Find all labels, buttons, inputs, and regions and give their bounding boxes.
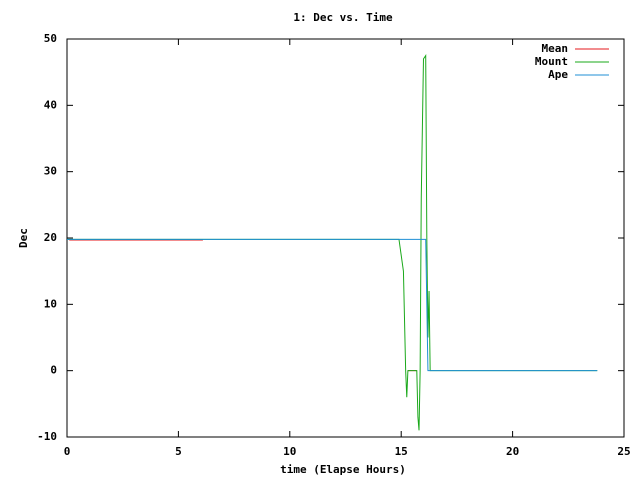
x-tick-label: 5 (175, 445, 182, 458)
x-tick-label: 10 (283, 445, 296, 458)
y-tick-label: -10 (37, 430, 57, 443)
plot-frame (66, 38, 625, 438)
y-tick-label: 50 (44, 32, 57, 45)
legend-label: Ape (548, 68, 568, 81)
y-tick-label: 0 (50, 364, 57, 377)
legend-label: Mean (542, 42, 569, 55)
y-axis-label: Dec (17, 228, 30, 248)
y-tick-label: 20 (44, 231, 57, 244)
y-tick-label: 10 (44, 297, 57, 310)
series-line (67, 238, 598, 372)
x-tick-label: 0 (64, 445, 71, 458)
y-tick-label: 30 (44, 165, 57, 178)
x-axis-label: time (Elapse Hours) (280, 463, 406, 476)
x-tick-label: 15 (395, 445, 408, 458)
series-line (67, 53, 598, 431)
legend-label: Mount (535, 55, 568, 68)
chart-title: 1: Dec vs. Time (293, 11, 393, 24)
y-tick-label: 40 (44, 98, 57, 111)
x-tick-label: 25 (617, 445, 630, 458)
series-line (69, 239, 417, 372)
x-tick-label: 20 (506, 445, 519, 458)
